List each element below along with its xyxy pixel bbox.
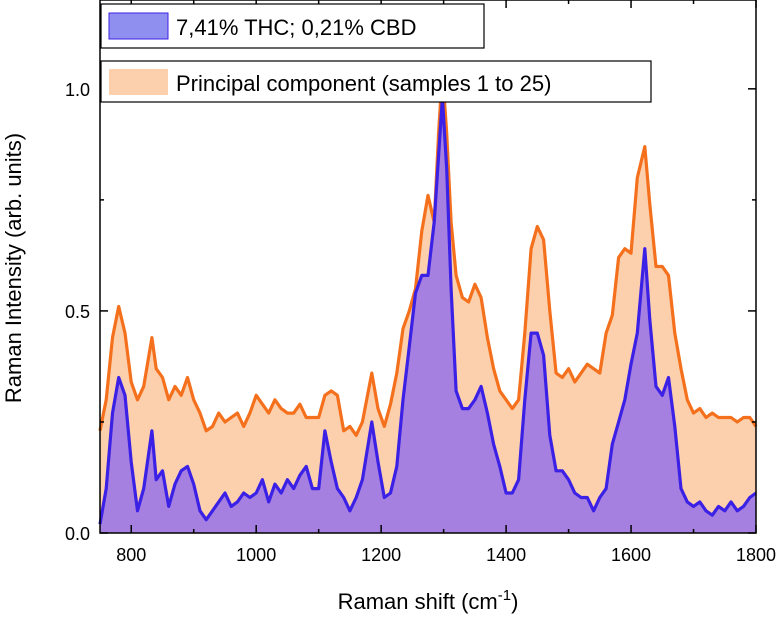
legend-label-thc: 7,41% THC; 0,21% CBD	[176, 15, 416, 40]
legend-swatch-pc	[109, 69, 168, 95]
x-tick-label: 1800	[736, 545, 776, 565]
legend-label-pc: Principal component (samples 1 to 25)	[176, 71, 551, 96]
y-axis-title: Raman Intensity (arb. units)	[1, 133, 26, 403]
series-areas	[100, 71, 756, 533]
x-tick-label: 1000	[236, 545, 276, 565]
series-area-1	[100, 97, 756, 533]
series-lines	[98, 69, 758, 525]
y-tick-label: 0.5	[65, 302, 90, 322]
y-tick-label: 1.0	[65, 80, 90, 100]
legend-swatch-thc	[108, 12, 169, 40]
x-tick-label: 1200	[361, 545, 401, 565]
plot-frame	[99, 0, 757, 534]
legend-box-pc	[100, 60, 652, 103]
x-tick-label: 1400	[486, 545, 526, 565]
x-tick-label: 800	[116, 545, 146, 565]
x-axis-title: Raman shift (cm-1)	[338, 587, 519, 614]
series-line-1	[98, 96, 757, 525]
x-tick-label: 1600	[611, 545, 651, 565]
axes: 800 1000 1200 1400 1600 1800 0.0 0.5 1.0	[65, 0, 776, 565]
legend: 7,41% THC; 0,21% CBD Principal component …	[100, 3, 652, 103]
y-tick-label: 0.0	[65, 524, 90, 544]
